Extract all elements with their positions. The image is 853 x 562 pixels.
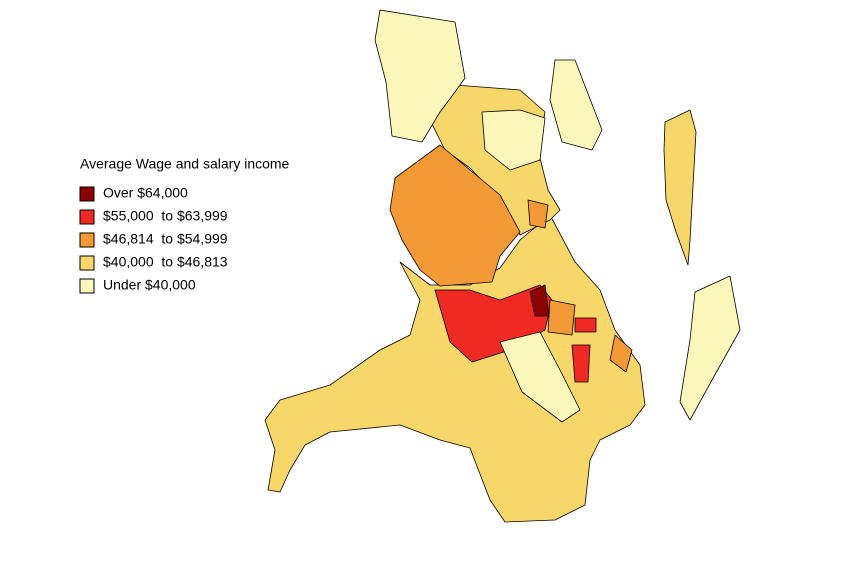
map bbox=[264, 9, 741, 523]
region bbox=[574, 317, 597, 333]
legend-swatch bbox=[79, 255, 95, 271]
region bbox=[264, 214, 646, 523]
region bbox=[389, 144, 521, 287]
region bbox=[663, 109, 697, 266]
region bbox=[374, 9, 466, 143]
legend-label: Over $64,000 bbox=[103, 185, 188, 201]
region bbox=[549, 59, 603, 151]
legend-swatch bbox=[79, 232, 95, 248]
legend: Average Wage and salary income Over $64,… bbox=[79, 156, 290, 294]
legend-swatch bbox=[79, 209, 95, 225]
legend-label: $55,000 to $63,999 bbox=[103, 208, 228, 224]
region bbox=[499, 331, 581, 423]
legend-title: Average Wage and salary income bbox=[80, 156, 290, 172]
legend-swatch bbox=[79, 186, 95, 202]
legend-label: $40,000 to $46,813 bbox=[103, 254, 228, 270]
legend-swatch bbox=[79, 278, 95, 294]
legend-label: Under $40,000 bbox=[103, 277, 196, 293]
region bbox=[527, 199, 549, 229]
legend-label: $46,814 to $54,999 bbox=[103, 231, 228, 247]
region bbox=[571, 344, 591, 383]
region bbox=[679, 275, 741, 421]
region bbox=[609, 334, 633, 373]
region bbox=[547, 299, 576, 336]
region bbox=[481, 109, 546, 171]
